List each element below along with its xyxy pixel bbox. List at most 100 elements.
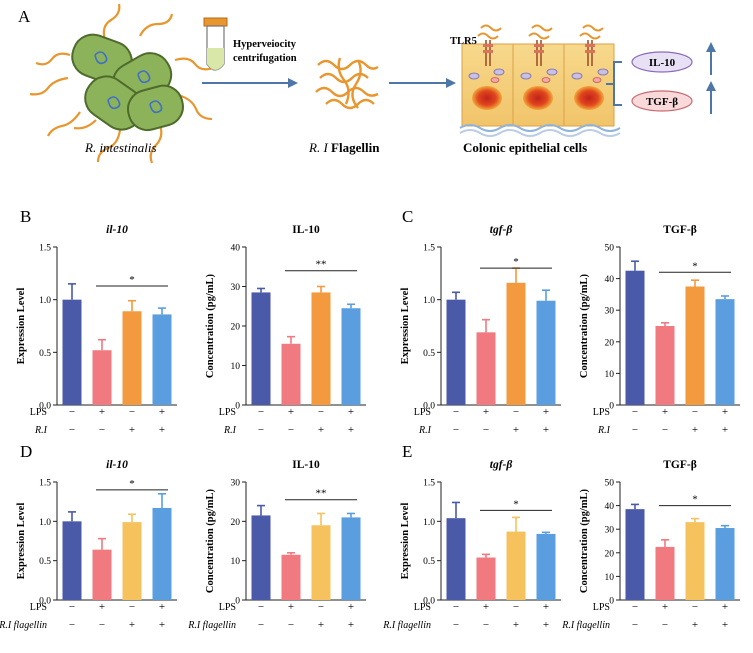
- y-tick-label: 20: [231, 518, 241, 528]
- chart-8: TGF-β 0 10 20 30 40 50 Concentration (pg/mL) * LP…: [561, 459, 740, 631]
- treatment-row-label: LPS: [219, 602, 236, 613]
- y-axis-label: Concentration (pg/mL): [579, 273, 590, 378]
- organism-label: R. intestinalis: [84, 140, 157, 155]
- treatment-sign: +: [318, 619, 324, 631]
- bar: [62, 521, 82, 600]
- epithelial-cells-icon: [459, 24, 621, 137]
- y-axis-label: Concentration (pg/mL): [579, 488, 590, 593]
- y-tick-label: 0.5: [423, 349, 435, 359]
- chart-title: TGF-β: [663, 459, 697, 471]
- flagellin-label: R. I Flagellin: [308, 140, 380, 155]
- significance-label: *: [513, 498, 519, 510]
- bar: [446, 299, 466, 405]
- y-tick-label: 30: [605, 526, 615, 536]
- treatment-row-label: R.I: [597, 425, 611, 436]
- y-tick-label: 0.0: [39, 402, 51, 412]
- cells-label: Colonic epithelial cells: [463, 140, 587, 155]
- centrifuge-tube-icon: [203, 17, 228, 71]
- step-line-1: Hyperveiocity: [233, 39, 297, 50]
- treatment-row-label: LPS: [219, 407, 236, 418]
- treatment-sign: −: [453, 601, 459, 613]
- chart-title: TGF-β: [663, 224, 697, 236]
- chart-title: IL-10: [292, 459, 320, 471]
- bar: [625, 270, 645, 405]
- treatment-sign: +: [129, 619, 135, 631]
- svg-text:TGF-β: TGF-β: [646, 96, 678, 108]
- y-tick-label: 0.5: [423, 557, 435, 567]
- y-tick-label: 20: [605, 549, 615, 559]
- chart-title: IL-10: [292, 224, 320, 236]
- bar: [62, 299, 82, 405]
- treatment-sign: +: [288, 406, 294, 418]
- y-tick-label: 40: [605, 275, 615, 285]
- treatment-sign: −: [258, 619, 264, 631]
- treatment-sign: +: [543, 424, 549, 436]
- y-tick-label: 0.0: [423, 402, 435, 412]
- bar: [281, 554, 301, 600]
- y-tick-label: 50: [605, 244, 615, 254]
- panel-letter-c: C: [402, 207, 413, 226]
- treatment-sign: −: [129, 601, 135, 613]
- treatment-sign: −: [69, 406, 75, 418]
- flagellin-icon: [315, 57, 379, 110]
- treatment-sign: +: [483, 601, 489, 613]
- y-tick-label: 30: [231, 479, 241, 489]
- treatment-sign: +: [159, 406, 165, 418]
- treatment-sign: −: [453, 406, 459, 418]
- treatment-sign: −: [692, 406, 698, 418]
- treatment-sign: −: [483, 424, 489, 436]
- treatment-sign: −: [483, 619, 489, 631]
- bar: [251, 292, 271, 405]
- significance-label: *: [513, 256, 519, 268]
- y-tick-label: 30: [231, 283, 241, 293]
- y-axis-label: Expression Level: [16, 503, 27, 580]
- treatment-sign: −: [632, 601, 638, 613]
- treatment-row-label: R.I: [418, 425, 432, 436]
- cytokine-il10: IL-10: [631, 51, 693, 73]
- y-tick-label: 0: [609, 597, 614, 607]
- treatment-sign: −: [99, 424, 105, 436]
- treatment-sign: +: [159, 424, 165, 436]
- treatment-row-label: R.I: [223, 425, 237, 436]
- bar: [715, 299, 735, 405]
- treatment-sign: +: [159, 619, 165, 631]
- treatment-sign: +: [318, 424, 324, 436]
- treatment-sign: −: [513, 601, 519, 613]
- significance-label: **: [316, 259, 327, 271]
- y-axis-label: Concentration (pg/mL): [205, 488, 216, 593]
- bar: [625, 509, 645, 600]
- y-tick-label: 40: [605, 502, 615, 512]
- bar: [476, 557, 496, 600]
- receptor-label: TLR5: [450, 36, 477, 47]
- y-axis-label: Concentration (pg/mL): [205, 273, 216, 378]
- treatment-sign: +: [483, 406, 489, 418]
- bar: [92, 350, 112, 405]
- chart-title: il-10: [106, 459, 128, 471]
- bar: [715, 528, 735, 600]
- treatment-sign: −: [513, 406, 519, 418]
- treatment-sign: +: [513, 424, 519, 436]
- y-tick-label: 0.0: [423, 597, 435, 607]
- treatment-row-label: LPS: [593, 407, 610, 418]
- treatment-sign: +: [662, 406, 668, 418]
- treatment-sign: −: [99, 619, 105, 631]
- bar: [152, 314, 172, 405]
- treatment-row-label: R.I flagellin: [0, 620, 47, 631]
- panel-a: A: [18, 3, 716, 164]
- treatment-sign: −: [662, 619, 668, 631]
- chart-5: Dil-10 0.0 0.5 1.0 1.5 Expression Level * LPS − +…: [0, 442, 177, 631]
- treatment-sign: +: [543, 406, 549, 418]
- y-tick-label: 1.5: [423, 244, 435, 254]
- cytokine-tgfb: TGF-β: [631, 90, 693, 112]
- treatment-row-label: R.I flagellin: [187, 620, 236, 631]
- treatment-sign: +: [513, 619, 519, 631]
- y-tick-label: 0: [235, 402, 240, 412]
- treatment-sign: +: [692, 619, 698, 631]
- y-tick-label: 0.5: [39, 557, 51, 567]
- treatment-sign: −: [258, 424, 264, 436]
- treatment-sign: +: [288, 601, 294, 613]
- bar: [685, 522, 705, 600]
- bar: [476, 332, 496, 405]
